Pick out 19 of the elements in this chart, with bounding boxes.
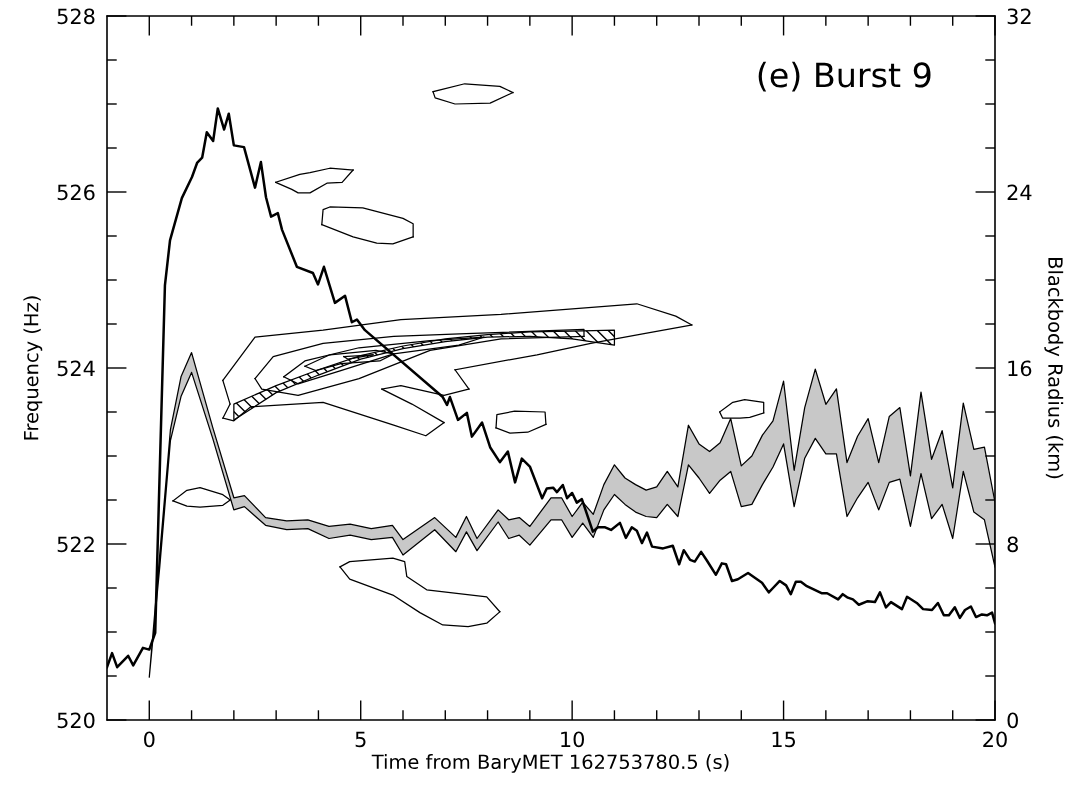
x-tick-label: 0 (144, 731, 155, 748)
y-tick-label: 520 (57, 712, 95, 729)
y-tick-label: 526 (57, 184, 95, 201)
y2-tick-label: 24 (1007, 184, 1032, 200)
x-tick-label: 10 (561, 731, 585, 748)
y2-tick-label: 0 (1007, 712, 1018, 729)
x-axis-title: Time from BaryMET 162753780.5 (s) (371, 754, 729, 773)
y2-tick-label: 8 (1007, 536, 1018, 553)
y-tick-label: 524 (57, 360, 95, 377)
y-axis-title: Frequency (Hz) (23, 296, 43, 440)
x-tick-label: 20 (983, 731, 1007, 748)
y2-tick-label: 16 (1008, 360, 1032, 377)
x-tick-label: 5 (355, 731, 366, 748)
y2-tick-label: 32 (1007, 8, 1031, 25)
x-tick-label: 15 (772, 731, 796, 748)
y-tick-label: 528 (57, 8, 95, 25)
annotation: (e) Burst 9 (758, 61, 931, 92)
y2-axis-title: Blackbody Radius (km) (1044, 258, 1064, 479)
y-tick-label: 522 (57, 536, 94, 553)
